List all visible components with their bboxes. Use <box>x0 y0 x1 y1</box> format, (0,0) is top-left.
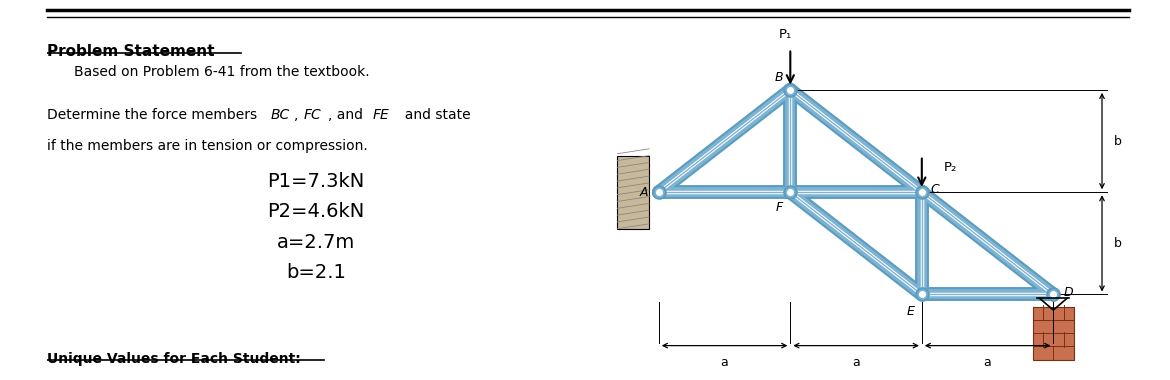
Text: D: D <box>1064 285 1074 299</box>
FancyBboxPatch shape <box>618 156 649 229</box>
Text: and state: and state <box>395 108 470 122</box>
FancyBboxPatch shape <box>1033 307 1074 360</box>
Text: a: a <box>721 356 729 369</box>
Text: C: C <box>930 183 940 196</box>
Text: P₂: P₂ <box>944 162 957 174</box>
Text: Problem Statement: Problem Statement <box>47 44 214 59</box>
Text: BC: BC <box>270 108 289 122</box>
Text: E: E <box>907 305 915 318</box>
Text: a: a <box>984 356 991 369</box>
Text: Unique Values for Each Student:: Unique Values for Each Student: <box>47 352 301 366</box>
Text: FC: FC <box>304 108 322 122</box>
Text: P₁: P₁ <box>779 28 792 41</box>
Text: A: A <box>640 186 648 199</box>
Text: P2=4.6kN: P2=4.6kN <box>267 202 365 221</box>
Text: F: F <box>776 201 783 214</box>
Text: if the members are in tension or compression.: if the members are in tension or compres… <box>47 139 367 153</box>
Text: ,: , <box>295 108 303 122</box>
Text: , and: , and <box>328 108 367 122</box>
Text: a: a <box>852 356 860 369</box>
Text: b: b <box>1114 237 1122 250</box>
Text: Based on Problem 6-41 from the textbook.: Based on Problem 6-41 from the textbook. <box>74 65 370 79</box>
Text: P1=7.3kN: P1=7.3kN <box>267 172 365 191</box>
Text: a=2.7m: a=2.7m <box>277 233 355 252</box>
Text: FE: FE <box>372 108 390 122</box>
Text: Determine the force members: Determine the force members <box>47 108 261 122</box>
Text: b=2.1: b=2.1 <box>285 263 346 282</box>
Text: b: b <box>1114 135 1122 147</box>
Text: B: B <box>775 71 783 84</box>
